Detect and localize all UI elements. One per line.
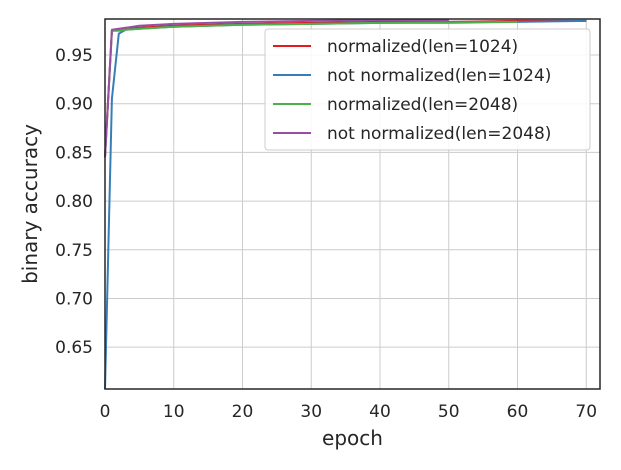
series-layer [104,19,587,390]
x-tick-label: 70 [575,402,597,422]
y-axis-label: binary accuracy [18,124,42,284]
y-tick-label: 0.75 [55,241,93,261]
y-tick-label: 0.80 [55,192,93,212]
x-tick-label: 10 [163,402,185,422]
x-axis-label: epoch [322,426,383,450]
x-tick-label: 30 [300,402,322,422]
legend: normalized(len=1024) not normalized(len=1… [264,28,591,151]
x-tick-label: 50 [438,402,460,422]
legend-entry: normalized(len=1024) [327,37,518,57]
y-axis-ticks: 0.65 0.70 0.75 0.80 0.85 0.90 0.95 [55,46,93,358]
series-line [104,19,449,158]
legend-entry: not normalized(len=1024) [327,66,551,86]
y-tick-label: 0.95 [55,46,93,66]
legend-entry: normalized(len=2048) [327,95,518,115]
x-tick-label: 20 [232,402,254,422]
y-tick-label: 0.70 [55,289,93,309]
y-tick-label: 0.85 [55,143,93,163]
x-axis-ticks: 0 10 20 30 40 50 60 70 [100,402,597,422]
x-tick-label: 40 [369,402,391,422]
plot-frame [104,18,601,390]
x-tick-label: 60 [507,402,529,422]
y-tick-label: 0.65 [55,338,93,358]
series-line [104,20,518,158]
y-tick-label: 0.90 [55,95,93,115]
legend-entry: not normalized(len=2048) [327,124,551,144]
x-tick-label: 0 [100,402,111,422]
legend-box [264,28,591,151]
